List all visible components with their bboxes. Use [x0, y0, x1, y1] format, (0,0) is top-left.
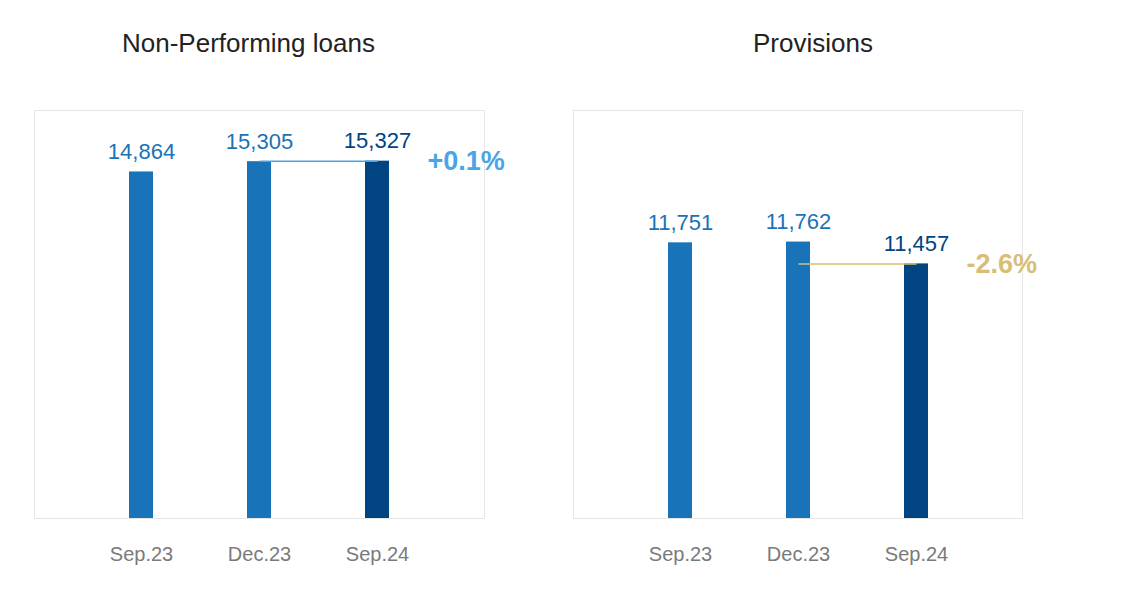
svg-text:Sep.24: Sep.24: [346, 543, 409, 565]
svg-text:-2.6%: -2.6%: [967, 249, 1038, 279]
svg-text:11,457: 11,457: [884, 231, 950, 256]
svg-text:Sep.23: Sep.23: [649, 543, 712, 565]
html-text:Provisions: Provisions: [753, 28, 873, 58]
html-text:Non-Performing loans: Non-Performing loans: [122, 28, 375, 58]
svg-text:Sep.24: Sep.24: [885, 543, 948, 565]
svg-text:11,762: 11,762: [766, 209, 832, 234]
svg-text:+0.1%: +0.1%: [428, 146, 505, 176]
svg-text:Dec.23: Dec.23: [767, 543, 830, 565]
svg-text:15,327: 15,327: [344, 128, 411, 153]
svg-text:11,751: 11,751: [648, 210, 714, 235]
svg-text:Dec.23: Dec.23: [228, 543, 291, 565]
svg-text:14,864: 14,864: [108, 139, 175, 164]
svg-text:15,305: 15,305: [226, 129, 293, 154]
svg-text:Sep.23: Sep.23: [110, 543, 173, 565]
